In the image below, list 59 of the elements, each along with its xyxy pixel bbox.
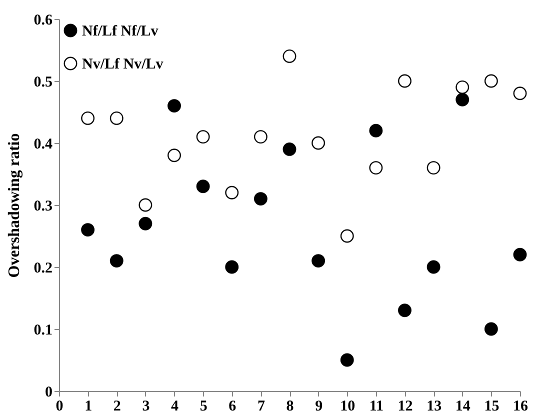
x-tick-label: 11 (369, 398, 384, 414)
point (456, 80, 470, 94)
point (225, 186, 239, 200)
x-tick-label: 14 (455, 398, 471, 414)
point (369, 161, 383, 175)
point (312, 136, 326, 150)
y-tick-label: 0.5 (34, 74, 52, 90)
x-tick-label: 8 (286, 398, 294, 414)
point (456, 92, 470, 106)
point (168, 99, 181, 113)
x-tick-label: 10 (340, 398, 356, 414)
point (312, 254, 326, 268)
point (484, 322, 498, 336)
point (168, 148, 181, 162)
y-tick-label: 0.6 (34, 12, 53, 28)
point (340, 229, 354, 243)
point (282, 49, 296, 63)
point (340, 353, 354, 367)
point (196, 180, 210, 194)
point (196, 130, 210, 144)
x-tick-label: 5 (200, 398, 208, 414)
x-tick-label: 13 (426, 398, 442, 414)
point (138, 216, 152, 230)
legend-label: Nv/Lf Nv/Lv (82, 56, 164, 72)
point (426, 161, 440, 175)
x-tick-label: 2 (113, 398, 121, 414)
point (513, 86, 527, 100)
x-tick-label: 9 (315, 398, 323, 414)
point (81, 223, 95, 237)
y-axis-title: Overshadowing ratio (6, 133, 23, 278)
point (81, 111, 95, 125)
x-tick-label: 7 (257, 398, 266, 414)
legend-label: Nf/Lf Nf/Lv (82, 24, 159, 40)
x-tick-label: 4 (171, 398, 179, 414)
point (110, 254, 124, 268)
point (110, 111, 124, 125)
y-tick-label: 0.2 (34, 260, 52, 276)
x-tick-label: 3 (142, 398, 150, 414)
point (426, 260, 440, 274)
x-tick-label: 0 (56, 398, 64, 414)
point (282, 142, 296, 156)
y-tick-label: 0.4 (34, 136, 53, 152)
point (254, 192, 268, 206)
y-tick-label: 0.3 (34, 198, 52, 214)
point (484, 74, 498, 88)
y-tick-label: 0 (45, 384, 52, 400)
point (138, 198, 152, 212)
x-tick-label: 6 (228, 398, 237, 414)
point (513, 248, 527, 262)
y-tick-label: 0.1 (34, 322, 52, 338)
point (254, 130, 268, 144)
point (369, 124, 383, 138)
x-tick-label: 15 (484, 398, 500, 414)
point (225, 260, 239, 274)
point (398, 304, 412, 318)
x-tick-label: 1 (84, 398, 92, 414)
x-tick-label: 12 (398, 398, 413, 414)
point (398, 74, 412, 88)
x-tick-label: 16 (513, 398, 528, 414)
